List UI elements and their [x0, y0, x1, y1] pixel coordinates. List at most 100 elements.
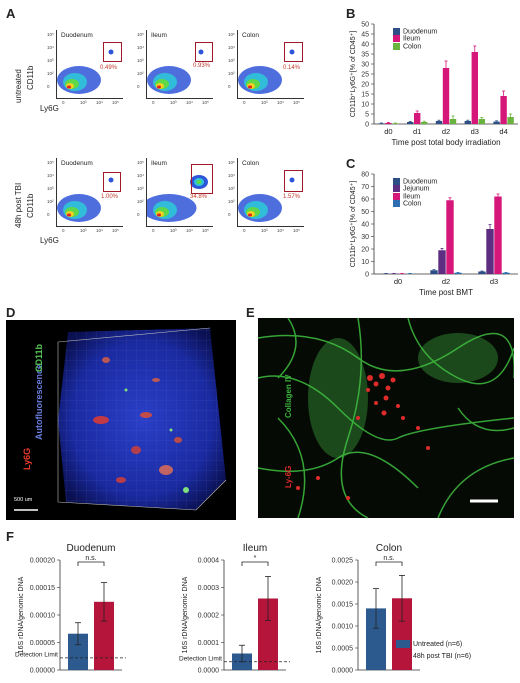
- y-tick-label: 10²: [228, 199, 235, 204]
- x-tick-label: 0: [62, 100, 65, 105]
- label-collagen-iv: Collagen IV: [284, 374, 293, 418]
- bar-jejunum: [438, 250, 446, 274]
- y-tick-label: 0.00000: [30, 668, 55, 675]
- x-tick-label: 10⁴: [186, 100, 193, 105]
- volume-render: [14, 327, 227, 511]
- y-axis-label: CD11b⁺Ly6G⁺[% of CD45⁺]: [350, 31, 357, 118]
- bar-duodenum: [464, 121, 471, 124]
- y-tick-label: 0: [228, 212, 231, 217]
- bar-ileum: [500, 96, 507, 124]
- x-tick-label: 0: [243, 228, 246, 233]
- y-tick-label: 40: [361, 42, 369, 49]
- y-tick-label: 5: [365, 112, 369, 119]
- panel-c-chart: 0 10 20 30 40 50 60 70 80 d0 d2 d3 Time post BMT CD11…: [350, 172, 518, 297]
- density-plot: [147, 175, 208, 222]
- legend-swatch: [393, 35, 400, 43]
- legend-c-jejunum: Jejunum: [393, 185, 437, 193]
- y-tick-label: 0.0000: [332, 668, 354, 675]
- density-plot: [57, 49, 114, 94]
- bar-duodenum: [378, 123, 385, 124]
- chart-title: Ileum: [243, 543, 267, 554]
- legend-b-duodenum: Duodenum: [393, 28, 437, 35]
- y-tick-label: 0.0015: [332, 602, 354, 609]
- x-tick-label: d2: [442, 127, 450, 136]
- legend-c-duodenum: Duodenum: [393, 178, 437, 185]
- x-axis-label: Time post total body irradiation: [391, 138, 500, 147]
- x-tick-label: 10⁵: [202, 228, 209, 233]
- y-tick-label: 0: [228, 84, 231, 89]
- facs-plot: Colon 1.57%: [237, 158, 304, 227]
- label-cd11b: CD11b: [34, 343, 44, 372]
- legend-c: Duodenum Jejunum Ileum Colon: [393, 178, 437, 207]
- legend-c-colon: Colon: [393, 200, 437, 207]
- ly6g-spots: [93, 357, 182, 483]
- density-spot: [198, 49, 204, 55]
- bar-tbi: [94, 601, 114, 670]
- legend-label: Jejunum: [403, 185, 430, 193]
- y-tick-label: 10²: [137, 199, 144, 204]
- x-tick-label: 10³: [80, 228, 87, 233]
- bar-untreated: [68, 633, 88, 670]
- y-tick-label: 0.0004: [198, 558, 220, 565]
- density-plot: [238, 177, 295, 222]
- density-plot: [57, 177, 114, 222]
- bar-duodenum: [435, 121, 443, 124]
- detection-limit-label: Detection Limit: [15, 651, 58, 658]
- y-tick-label: 10³: [228, 58, 235, 63]
- gate-percentage: 0.49%: [100, 65, 118, 71]
- bar-ileum: [442, 68, 450, 124]
- panel-e-image: Collagen IV Ly-6G: [258, 318, 514, 518]
- legend-label: 48h post TBI (n=6): [413, 652, 472, 660]
- y-axis-label: CD11b⁺Ly6G⁺[% of CD45⁺]: [350, 181, 357, 268]
- y-tick-label: 10⁴: [47, 173, 54, 178]
- bar-colon: [502, 272, 510, 274]
- neutrophil-gate: [284, 42, 303, 62]
- x-tick-label: 10³: [170, 228, 177, 233]
- density-spot: [108, 49, 114, 55]
- legend-label: Untreated (n=6): [413, 640, 463, 648]
- label-ly-6g: Ly-6G: [284, 465, 293, 488]
- y-tick-label: 0: [365, 272, 369, 279]
- label-autofluorescence: Autofluorescence: [34, 363, 44, 440]
- legend-label: Ileum: [403, 193, 421, 201]
- x-tick-label: 10⁴: [96, 100, 103, 105]
- bar-ileum: [446, 200, 454, 274]
- y-tick-label: 10⁴: [228, 45, 235, 50]
- bar-duodenum: [430, 270, 438, 274]
- x-tick-label: 10³: [80, 100, 87, 105]
- bar-colon: [478, 119, 485, 124]
- x-tick-label: d0: [384, 127, 392, 136]
- villus-structure: [308, 333, 498, 458]
- label-ly6g: Ly6G: [22, 447, 32, 470]
- facs-plot: Ileum 0.93%: [146, 30, 213, 99]
- ylabel-cd11b-bottom: CD11b: [26, 193, 35, 218]
- neutrophil-gate: [103, 172, 121, 192]
- collagen-fibers: [258, 318, 514, 518]
- facs-plot: Duodenum 1.00%: [56, 158, 123, 227]
- cd11b-spots: [124, 388, 189, 493]
- density-spot: [108, 177, 114, 183]
- panel-label-b: B: [346, 6, 356, 21]
- bar-duodenum: [407, 122, 414, 124]
- bar-duodenum: [478, 271, 486, 274]
- gate-percentage: 34.8%: [190, 194, 208, 200]
- neutrophil-gate: [284, 170, 303, 192]
- y-tick-label: 35: [361, 52, 369, 59]
- y-tick-label: 10²: [228, 71, 235, 76]
- density-spot: [289, 49, 295, 55]
- x-tick-label: 10⁵: [112, 228, 119, 233]
- y-tick-label: 10⁵: [47, 32, 54, 37]
- x-tick-label: 10⁴: [186, 228, 193, 233]
- y-tick-label: 0.00020: [30, 558, 55, 565]
- density-red: [157, 85, 161, 89]
- x-tick-label: 10⁴: [277, 228, 284, 233]
- panel-label-f: F: [6, 529, 14, 544]
- y-tick-label: 30: [361, 62, 369, 69]
- x-tick-label: d4: [499, 127, 507, 136]
- density-spot: [289, 177, 295, 183]
- significance-label: n.s.: [85, 555, 96, 562]
- legend-swatch: [393, 200, 400, 208]
- y-tick-label: 10²: [47, 199, 54, 204]
- y-tick-label: 60: [361, 197, 369, 204]
- facs-plot: Ileum 34.8%: [146, 158, 213, 227]
